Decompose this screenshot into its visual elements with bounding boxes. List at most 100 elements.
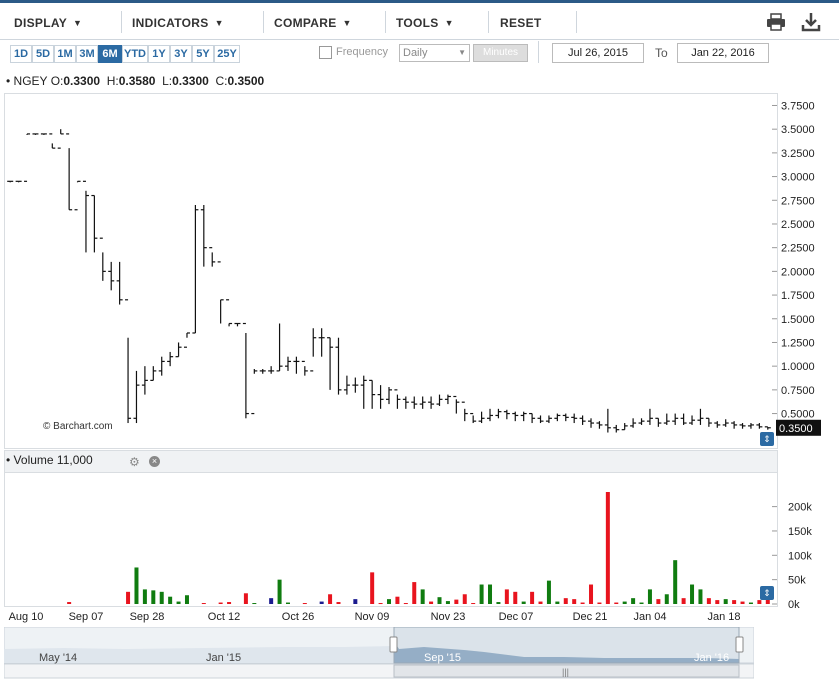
ohlc-bar [571,413,578,424]
navigator-scroll-thumb[interactable] [393,664,740,678]
ohlc-bar [461,401,468,422]
price-chart: 0.5000 0.7500 1.0000 1.2500 1.5000 1.7500 2.00… [7,100,821,436]
y-tick-label: 0.5000 [781,409,815,421]
ohlc-bar [705,417,712,427]
range-button-ytd[interactable]: YTD [122,45,148,63]
from-date-input[interactable]: Jul 26, 2015 [552,43,644,63]
y-tick-label: 3.0000 [781,172,815,184]
ohlc-bar [436,394,443,406]
volume-bar [748,602,753,604]
navigator-selection[interactable] [393,627,740,664]
ohlc-bar [310,328,317,372]
range-button-5y[interactable]: 5Y [192,45,214,63]
range-button-1m[interactable]: 1M [54,45,76,63]
volume-bar [563,598,568,604]
volume-bar [302,603,307,605]
ohlc-readout: • NGEY O:0.3300 H:0.3580 L:0.3300 C:0.35… [6,74,264,88]
ohlc-bar [175,342,182,358]
range-button-1y[interactable]: 1Y [148,45,170,63]
range-button-25y[interactable]: 25Y [214,45,240,63]
ohlc-bar [301,360,308,376]
frequency-value: Daily [403,47,428,59]
volume-bar [227,602,232,604]
ohlc-bar [495,408,502,419]
ohlc-bar [520,411,527,422]
y-tick-label: 0k [788,599,800,611]
tools-menu[interactable]: TOOLS ▼ [396,16,454,30]
ohlc-bar [689,415,696,425]
volume-bar [378,603,383,605]
y-tick-label: 1.0000 [781,361,815,373]
navigator-right-handle[interactable] [735,636,744,653]
x-tick-label: Nov 09 [355,611,390,623]
y-tick-label: 1.2500 [781,337,815,349]
close-icon[interactable]: × [149,456,160,467]
x-tick-label: Oct 26 [282,611,314,623]
ohlc-bar [360,375,367,409]
bullet-icon: • [6,453,11,467]
ohlc-bar [259,369,266,374]
range-button-3y[interactable]: 3Y [170,45,192,63]
frequency-checkbox[interactable] [319,46,332,59]
expand-volume-icon[interactable]: ⇕ [760,586,774,600]
ohlc-bar [217,261,224,324]
navigator-left-handle[interactable] [389,636,398,653]
top-toolbar: DISPLAY ▼ INDICATORS ▼ COMPARE ▼ TOOLS ▼ RES… [0,0,839,40]
volume-bar [319,601,324,604]
display-menu[interactable]: DISPLAY ▼ [14,16,82,30]
divider [385,11,386,33]
ohlc-bar [108,261,115,291]
y-tick-label: 0.7500 [781,385,815,397]
ohlc-bar [192,205,199,334]
volume-bar [572,599,577,604]
ohlc-bar [655,417,662,427]
y-tick-label: 3.2500 [781,148,815,160]
minutes-button[interactable]: Minutes [473,44,528,62]
download-icon[interactable] [800,11,822,33]
range-button-6m[interactable]: 6M [98,45,122,63]
x-tick-label: Dec 07 [499,611,534,623]
navigator[interactable]: May '14 Jan '15 Sep '15 Jan '16 ||| [4,627,754,679]
ohlc-bar [369,379,376,409]
close-label: C: [215,74,228,88]
to-date-input[interactable]: Jan 22, 2016 [677,43,769,63]
range-button-1d[interactable]: 1D [10,45,32,63]
y-tick-label: 2.0000 [781,266,815,278]
compare-menu[interactable]: COMPARE ▼ [274,16,352,30]
open-label: O: [50,74,64,88]
range-button-5d[interactable]: 5D [32,45,54,63]
volume-bar [765,598,770,604]
volume-bar [134,567,139,604]
ohlc-bar [209,247,216,267]
volume-bar [647,589,652,604]
y-tick-label: 50k [788,575,806,587]
chart-credit: © Barchart.com [43,421,113,432]
ohlc-bar [318,328,325,357]
volume-bar [184,595,189,604]
ohlc-bar [141,366,148,395]
frequency-select[interactable]: Daily ▼ [399,44,470,62]
reset-button[interactable]: RESET [500,16,542,30]
volume-bar [530,591,535,604]
volume-bar [690,584,695,604]
ohlc-bar [377,385,384,409]
volume-bar [429,601,434,604]
ohlc-bar [74,180,81,211]
expand-price-icon[interactable]: ⇕ [760,432,774,446]
ohlc-bar [722,419,729,427]
ohlc-bar [411,396,418,409]
high-label: H: [106,74,119,88]
volume-bar [496,602,501,604]
x-tick-label: Sep 07 [69,611,104,623]
indicators-menu[interactable]: INDICATORS ▼ [132,16,224,30]
ohlc-bar [503,409,510,420]
gear-icon[interactable]: ⚙ [129,455,140,469]
volume-bar [159,591,164,604]
volume-panel [4,472,778,607]
printer-icon[interactable] [765,11,787,33]
volume-bar [488,584,493,604]
range-button-3m[interactable]: 3M [76,45,98,63]
navigator-label: May '14 [39,652,77,664]
ohlc-bar [242,322,249,419]
ohlc-bar [672,413,679,425]
